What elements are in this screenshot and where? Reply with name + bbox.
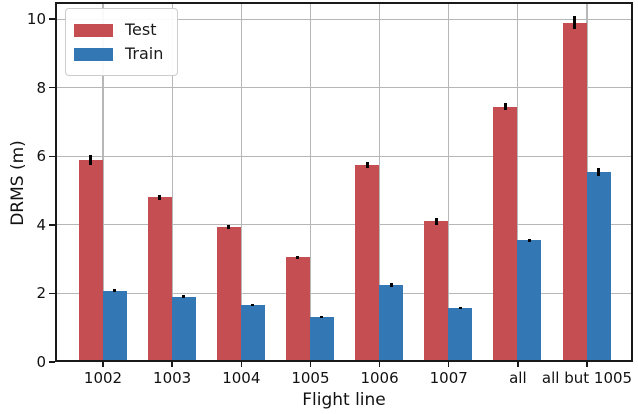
- gridline-y: [55, 87, 633, 89]
- error-bar: [89, 154, 92, 165]
- bar-test-1002: [78, 159, 103, 362]
- error-bar: [251, 304, 255, 307]
- bar-test-1003: [147, 197, 172, 362]
- gridline-x: [102, 2, 104, 362]
- error-bar: [573, 15, 576, 30]
- x-tick-mark: [102, 362, 104, 367]
- error-bar: [527, 238, 531, 242]
- gridline-y: [55, 155, 633, 157]
- bar-train-1002: [102, 290, 127, 362]
- x-tick-label: 1002: [83, 369, 123, 387]
- x-tick-mark: [171, 362, 173, 367]
- bar-test-1006: [355, 164, 380, 362]
- gridline-x: [517, 2, 519, 362]
- y-tick-mark: [49, 292, 55, 295]
- x-tick-mark: [378, 362, 381, 367]
- y-tick-mark: [49, 224, 55, 226]
- x-tick-mark: [240, 362, 243, 367]
- y-tick-mark: [49, 86, 55, 89]
- legend-entry-test: Test: [74, 20, 163, 40]
- bar-train-all-but-1005: [586, 171, 611, 362]
- x-tick-mark: [517, 362, 519, 367]
- error-bar: [158, 194, 162, 201]
- x-tick-label: 1004: [222, 369, 261, 387]
- x-tick-label: 1006: [360, 369, 399, 387]
- gridline-x: [309, 2, 312, 362]
- error-bar: [458, 307, 462, 310]
- x-tick-mark: [586, 362, 588, 367]
- legend-label: Train: [125, 44, 164, 63]
- x-tick-label: all: [509, 369, 527, 387]
- x-axis-label: Flight line: [302, 390, 386, 410]
- y-tick-label: 4: [36, 215, 46, 234]
- x-tick-mark: [447, 362, 450, 367]
- x-tick-label: 1003: [153, 369, 192, 387]
- bar-train-1004: [240, 305, 265, 362]
- error-bar: [597, 167, 600, 176]
- x-tick-mark: [309, 362, 312, 367]
- y-tick-mark: [49, 18, 55, 20]
- bar-train-1006: [379, 284, 404, 362]
- y-tick-mark: [49, 361, 55, 363]
- x-tick-label: all but 1005: [541, 369, 633, 387]
- gridline-x: [240, 2, 242, 362]
- gridline-x: [378, 2, 381, 362]
- axis-spine-right: [631, 2, 633, 362]
- x-tick-label: 1007: [429, 369, 468, 387]
- error-bar: [182, 295, 186, 299]
- error-bar: [113, 288, 116, 293]
- bar-train-1005: [309, 317, 334, 362]
- gridline-x: [448, 2, 450, 362]
- gridline-y: [55, 292, 633, 295]
- y-tick-label: 0: [36, 353, 46, 371]
- bar-test-all: [493, 106, 518, 362]
- bar-train-1003: [171, 296, 196, 362]
- legend-swatch-train: [74, 47, 113, 61]
- axis-spine-bottom: [55, 359, 633, 362]
- gridline-y: [55, 18, 633, 20]
- y-tick-mark: [49, 155, 55, 158]
- y-tick-label: 10: [26, 10, 46, 29]
- error-bar: [320, 316, 324, 319]
- bar-test-1004: [216, 226, 241, 362]
- gridline-y: [55, 224, 633, 226]
- bar-test-1007: [424, 221, 449, 362]
- bar-train-all: [517, 240, 542, 362]
- x-tick-label: 1005: [291, 369, 330, 387]
- error-bar: [389, 283, 393, 287]
- bar-train-1007: [448, 308, 473, 362]
- error-bar: [365, 161, 369, 168]
- plot-area: Test Train: [55, 2, 633, 362]
- gridline-x: [171, 2, 173, 362]
- legend-label: Test: [125, 20, 157, 39]
- legend-swatch-test: [74, 23, 113, 37]
- error-bar: [503, 103, 507, 110]
- error-bar: [227, 224, 231, 229]
- bar-test-1005: [285, 257, 310, 362]
- y-tick-label: 2: [36, 284, 46, 303]
- legend: Test Train: [65, 8, 179, 76]
- error-bar: [296, 255, 300, 260]
- y-tick-label: 6: [36, 147, 46, 166]
- y-tick-label: 8: [36, 78, 46, 97]
- bar-test-all-but-1005: [562, 22, 587, 362]
- axis-spine-top: [55, 2, 633, 4]
- axis-spine-left: [55, 2, 57, 362]
- legend-entry-train: Train: [74, 44, 163, 64]
- error-bar: [434, 218, 438, 225]
